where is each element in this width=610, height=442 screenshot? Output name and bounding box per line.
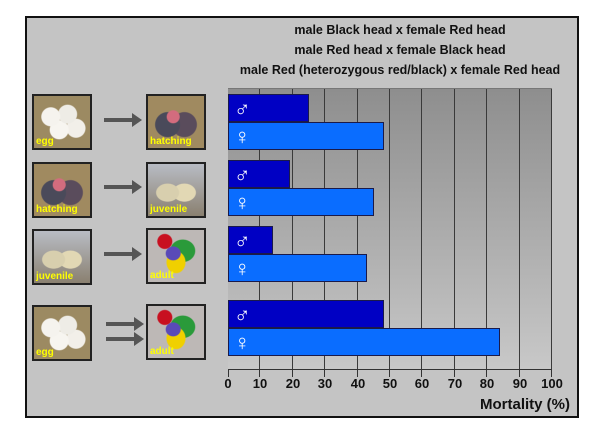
female-bar: ♀ — [228, 122, 384, 150]
x-tick-label: 70 — [447, 376, 463, 391]
gridline — [486, 89, 487, 369]
juvenile-image: juvenile — [32, 229, 92, 285]
gridline — [454, 89, 455, 369]
female-bar: ♀ — [228, 328, 500, 356]
male-bar: ♂ — [228, 160, 290, 188]
adult-image: adult — [146, 228, 206, 284]
adult-image: adult — [146, 304, 206, 360]
title-cross-3: male Red (heterozygous red/black) x fema… — [239, 63, 561, 77]
arrow-icon — [106, 317, 144, 331]
x-tick — [551, 369, 552, 377]
x-tick-label: 90 — [512, 376, 528, 391]
x-axis — [228, 369, 552, 370]
gridline — [357, 89, 358, 369]
x-tick — [486, 369, 487, 377]
arrow-icon — [104, 180, 142, 194]
title-cross-2: male Red head x female Black head — [294, 43, 506, 57]
male-symbol-icon: ♂ — [234, 96, 251, 121]
male-bar: ♂ — [228, 226, 273, 254]
x-tick — [454, 369, 455, 377]
male-symbol-icon: ♂ — [234, 228, 251, 253]
x-tick — [389, 369, 390, 377]
chart-titles: male Black head x female Red head male R… — [230, 20, 570, 80]
x-tick — [259, 369, 260, 377]
x-tick-label: 40 — [350, 376, 366, 391]
hatching-image: hatching — [146, 94, 206, 150]
male-symbol-icon: ♂ — [234, 302, 251, 327]
x-tick-label: 30 — [317, 376, 333, 391]
female-symbol-icon: ♀ — [234, 124, 251, 149]
juvenile-image: juvenile — [146, 162, 206, 218]
title-cross-1: male Black head x female Red head — [294, 23, 506, 37]
male-bar: ♂ — [228, 300, 384, 328]
x-tick-label: 100 — [541, 376, 563, 391]
x-tick — [292, 369, 293, 377]
female-symbol-icon: ♀ — [234, 256, 251, 281]
gridline — [551, 89, 552, 369]
hatching-image: hatching — [32, 162, 92, 218]
female-bar: ♀ — [228, 188, 374, 216]
gridline — [324, 89, 325, 369]
x-tick-label: 80 — [479, 376, 495, 391]
female-bar: ♀ — [228, 254, 367, 282]
x-tick-label: 50 — [382, 376, 398, 391]
x-tick — [357, 369, 358, 377]
x-tick — [228, 369, 229, 377]
x-axis-label: Mortality (%) — [480, 396, 570, 413]
gridline — [519, 89, 520, 369]
arrow-icon — [104, 113, 142, 127]
x-tick — [324, 369, 325, 377]
x-tick-label: 0 — [224, 376, 232, 391]
x-tick-label: 60 — [414, 376, 430, 391]
gridline — [292, 89, 293, 369]
female-symbol-icon: ♀ — [234, 330, 251, 355]
x-tick-label: 20 — [285, 376, 301, 391]
gridline — [389, 89, 390, 369]
x-tick-label: 10 — [252, 376, 268, 391]
x-tick — [421, 369, 422, 377]
egg-image: egg — [32, 94, 92, 150]
gridline — [421, 89, 422, 369]
female-symbol-icon: ♀ — [234, 190, 251, 215]
arrow-icon — [104, 247, 142, 261]
male-symbol-icon: ♂ — [234, 162, 251, 187]
arrow-icon — [106, 332, 144, 346]
male-bar: ♂ — [228, 94, 309, 122]
egg-image: egg — [32, 305, 92, 361]
x-tick — [519, 369, 520, 377]
